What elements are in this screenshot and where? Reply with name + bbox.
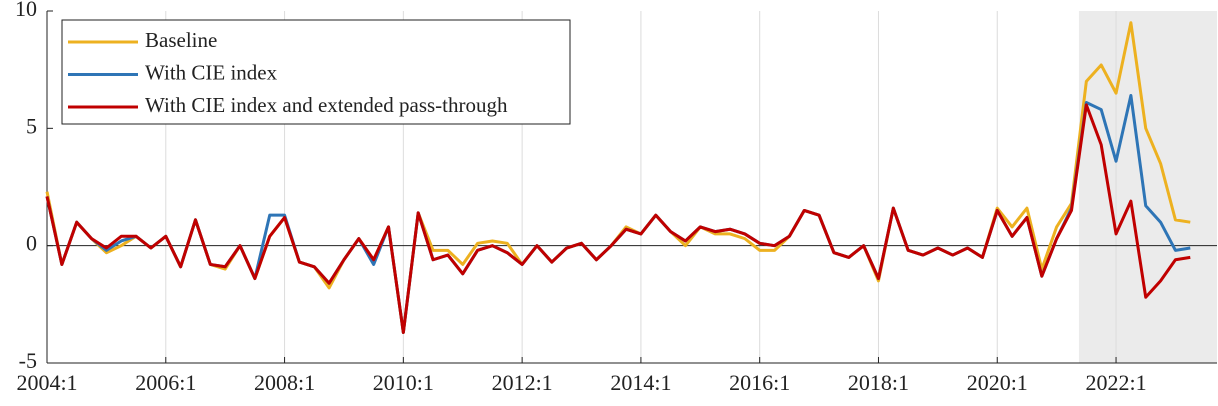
y-tick-label: 0 <box>26 231 37 256</box>
legend-box <box>61 19 571 125</box>
series-line <box>45 93 1191 334</box>
x-tick-label: 2016:1 <box>729 370 790 395</box>
x-tick-label: 2008:1 <box>254 370 315 395</box>
x-tick-label: 2012:1 <box>492 370 553 395</box>
x-tick-label: 2014:1 <box>610 370 671 395</box>
x-tick-label: 2022:1 <box>1085 370 1146 395</box>
y-tick-label: -5 <box>19 348 37 373</box>
legend-label: With CIE index and extended pass-through <box>145 93 508 117</box>
y-tick-label: 5 <box>26 113 37 138</box>
x-tick-label: 2006:1 <box>135 370 196 395</box>
shaded-region <box>1078 11 1217 363</box>
x-tick-label: 2004:1 <box>16 370 77 395</box>
x-tick-label: 2010:1 <box>373 370 434 395</box>
legend-label: With CIE index <box>145 60 278 84</box>
x-tick-label: 2018:1 <box>848 370 909 395</box>
legend-label: Baseline <box>145 28 217 52</box>
y-tick-label: 10 <box>15 0 37 21</box>
x-tick-label: 2020:1 <box>967 370 1028 395</box>
series-line <box>45 103 1191 334</box>
legend: Baseline With CIE index With CIE index and… <box>61 19 571 125</box>
